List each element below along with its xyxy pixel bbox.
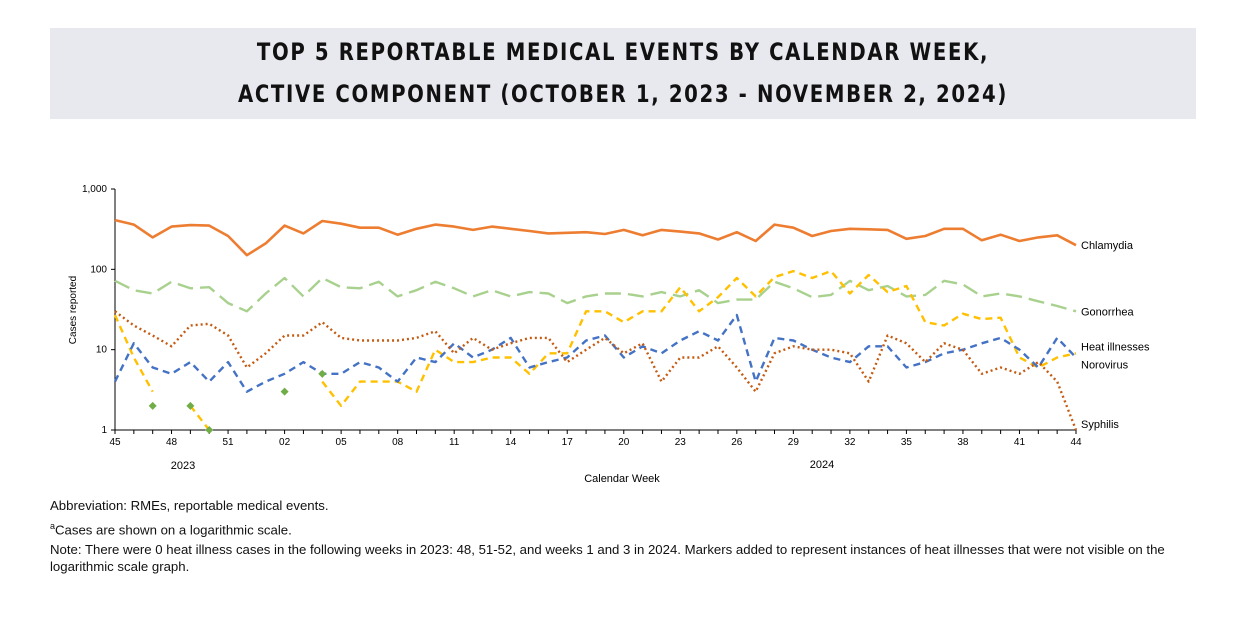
heat-illness-marker <box>186 401 195 410</box>
heat-illness-marker <box>148 401 157 410</box>
chart-title-line-1: TOP 5 REPORTABLE MEDICAL EVENTS BY CALEN… <box>256 38 990 66</box>
x-tick-label: 26 <box>731 437 743 448</box>
series-label-heat-illnesses: Heat illnesses <box>1081 341 1150 353</box>
y-tick-label: 1,000 <box>82 184 107 195</box>
year-label-2023: 2023 <box>171 460 195 472</box>
x-tick-label: 35 <box>901 437 913 448</box>
title-banner: TOP 5 REPORTABLE MEDICAL EVENTS BY CALEN… <box>50 28 1196 119</box>
x-tick-label: 45 <box>109 437 121 448</box>
x-tick-label: 11 <box>449 437 460 448</box>
series-label-gonorrhea: Gonorrhea <box>1081 306 1134 318</box>
series-line-heat-illnesses <box>113 269 1077 431</box>
x-tick-label: 44 <box>1070 437 1082 448</box>
x-tick-label: 08 <box>392 437 404 448</box>
x-axis-title: Calendar Week <box>584 473 660 485</box>
x-tick-label: 05 <box>336 437 348 448</box>
series-label-chlamydia: Chlamydia <box>1081 240 1134 252</box>
x-tick-label: 32 <box>844 437 856 448</box>
x-tick-label: 14 <box>505 437 517 448</box>
series-label-norovirus: Norovirus <box>1081 359 1129 371</box>
y-axis-title: Cases reported <box>68 276 79 344</box>
series-line-norovirus <box>113 313 1077 393</box>
heat-illness-marker <box>318 369 327 378</box>
x-tick-label: 20 <box>618 437 630 448</box>
y-tick-label: 1 <box>101 425 107 436</box>
x-tick-label: 38 <box>957 437 969 448</box>
series-line-gonorrhea <box>114 276 1077 313</box>
x-tick-label: 23 <box>675 437 687 448</box>
footnote-log-text: Cases are shown on a logarithmic scale. <box>55 522 292 538</box>
x-tick-label: 48 <box>166 437 178 448</box>
footnote-log-scale: aCases are shown on a logarithmic scale. <box>50 518 292 538</box>
x-tick-label: 02 <box>279 437 291 448</box>
x-tick-label: 17 <box>562 437 574 448</box>
footnote-note: Note: There were 0 heat illness cases in… <box>50 542 1165 574</box>
y-tick-label: 10 <box>96 345 108 356</box>
series-line-chlamydia <box>114 218 1077 257</box>
footnote-marker: a <box>50 521 56 531</box>
x-tick-label: 29 <box>788 437 800 448</box>
heat-illness-marker <box>205 426 214 434</box>
series-label-syphilis: Syphilis <box>1081 419 1119 431</box>
footnote-abbreviation: Abbreviation: RMEs, reportable medical e… <box>50 498 329 513</box>
heat-illness-marker <box>280 387 289 396</box>
year-label-2024: 2024 <box>810 459 834 471</box>
y-tick-label: 100 <box>90 264 107 275</box>
x-tick-label: 41 <box>1014 437 1026 448</box>
chart-title-line-2: ACTIVE COMPONENT (OCTOBER 1, 2023 - NOVE… <box>237 80 1009 108</box>
series-line-syphilis <box>114 310 1078 431</box>
x-tick-label: 51 <box>222 437 234 448</box>
